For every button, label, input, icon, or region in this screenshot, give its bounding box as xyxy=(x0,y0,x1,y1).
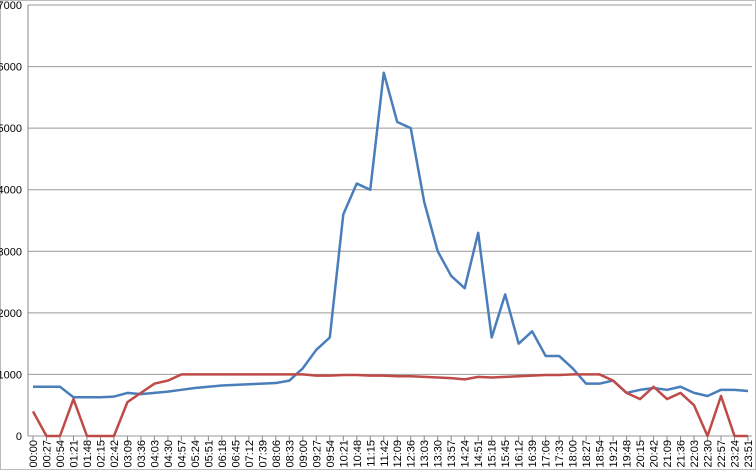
x-tick-label: 04:30 xyxy=(163,440,175,468)
x-tick-label: 15:18 xyxy=(487,440,499,468)
x-tick-label: 18:00 xyxy=(568,440,580,468)
x-tick-label: 00:54 xyxy=(55,440,67,468)
x-tick-label: 22:03 xyxy=(689,440,701,468)
x-tick-label: 10:21 xyxy=(338,440,350,468)
x-tick-label: 02:42 xyxy=(109,440,121,468)
x-tick-label: 20:42 xyxy=(649,440,661,468)
x-tick-label: 00:00 xyxy=(28,440,40,468)
y-tick-label: 1000 xyxy=(0,369,22,381)
x-tick-label: 09:54 xyxy=(325,440,337,468)
x-tick-label: 16:12 xyxy=(514,440,526,468)
x-tick-label: 08:33 xyxy=(284,440,296,468)
x-tick-label: 23:51 xyxy=(743,440,755,468)
x-tick-label: 05:51 xyxy=(203,440,215,468)
x-tick-label: 19:21 xyxy=(608,440,620,468)
x-tick-label: 17:33 xyxy=(554,440,566,468)
x-tick-label: 04:03 xyxy=(149,440,161,468)
x-tick-label: 09:00 xyxy=(298,440,310,468)
x-tick-label: 18:27 xyxy=(581,440,593,468)
x-tick-label: 03:36 xyxy=(136,440,148,468)
x-tick-label: 09:27 xyxy=(311,440,323,468)
x-tick-label: 01:48 xyxy=(82,440,94,468)
x-tick-label: 11:42 xyxy=(379,440,391,467)
x-tick-label: 08:06 xyxy=(271,440,283,468)
x-tick-label: 17:06 xyxy=(541,440,553,468)
x-tick-label: 00:27 xyxy=(41,440,53,468)
x-tick-label: 21:09 xyxy=(662,440,674,468)
x-tick-label: 06:45 xyxy=(230,440,242,468)
x-tick-label: 13:03 xyxy=(419,440,431,468)
series-line xyxy=(31,373,748,438)
x-tick-label: 13:30 xyxy=(433,440,445,468)
y-tick-label: 5000 xyxy=(0,123,22,135)
y-tick-label: 4000 xyxy=(0,185,22,197)
x-tick-label: 18:54 xyxy=(595,440,607,468)
x-tick-label: 01:21 xyxy=(68,440,80,468)
y-tick-label: 6000 xyxy=(0,62,22,74)
x-tick-label: 10:48 xyxy=(352,440,364,468)
x-tick-label: 16:39 xyxy=(527,440,539,468)
x-tick-label: 13:57 xyxy=(446,440,458,468)
x-tick-label: 19:48 xyxy=(622,440,634,468)
y-tick-label: 0 xyxy=(16,431,22,443)
y-tick-label: 3000 xyxy=(0,246,22,258)
x-tick-label: 14:51 xyxy=(473,440,485,468)
y-tick-label: 7000 xyxy=(0,0,22,12)
x-tick-label: 20:15 xyxy=(635,440,647,468)
x-tick-label: 23:24 xyxy=(730,440,742,468)
x-tick-label: 22:57 xyxy=(716,440,728,468)
x-tick-label: 11:15 xyxy=(365,440,377,467)
x-tick-label: 02:15 xyxy=(95,440,107,468)
x-tick-label: 07:12 xyxy=(244,440,256,468)
x-tick-label: 21:36 xyxy=(676,440,688,468)
x-tick-label: 04:57 xyxy=(176,440,188,468)
y-tick-label: 2000 xyxy=(0,308,22,320)
x-tick-label: 12:09 xyxy=(392,440,404,468)
x-tick-label: 15:45 xyxy=(500,440,512,468)
series-line xyxy=(33,71,749,399)
x-tick-label: 06:18 xyxy=(217,440,229,468)
x-tick-label: 12:36 xyxy=(406,440,418,468)
x-tick-label: 22:30 xyxy=(703,440,715,468)
x-tick-label: 05:24 xyxy=(190,440,202,468)
x-tick-label: 03:09 xyxy=(122,440,134,468)
x-tick-label: 07:39 xyxy=(257,440,269,468)
x-tick-label: 14:24 xyxy=(460,440,472,468)
